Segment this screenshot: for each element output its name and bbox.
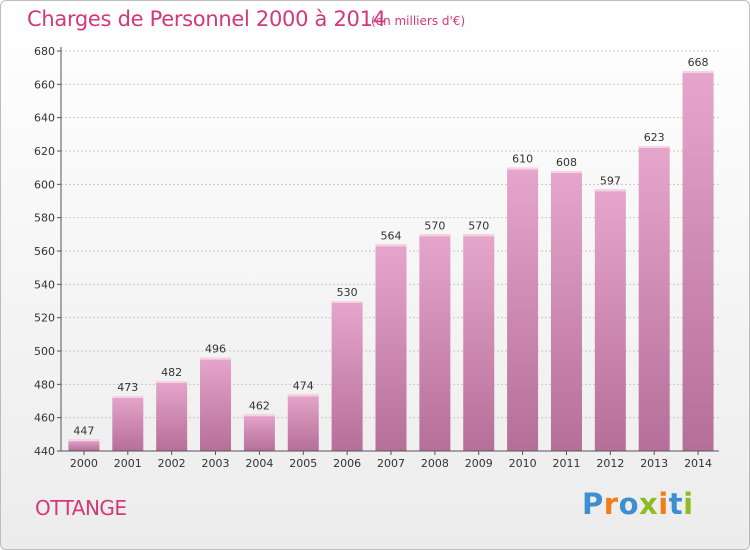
- x-tick-label: 2000: [70, 457, 98, 470]
- value-label: 608: [556, 156, 577, 169]
- bar-highlight: [156, 381, 188, 383]
- x-tick-label: 2008: [421, 457, 449, 470]
- chart-subtitle: (en milliers d'€): [371, 14, 466, 28]
- bar: [331, 301, 363, 451]
- bar: [638, 146, 670, 451]
- y-tick-label: 520: [34, 312, 55, 325]
- bar-highlight: [287, 394, 319, 397]
- y-tick-label: 620: [34, 145, 55, 158]
- proxiti-logo: Proxiti: [582, 487, 694, 521]
- y-tick-label: 660: [34, 78, 55, 91]
- bar: [419, 234, 451, 451]
- bar: [200, 357, 232, 451]
- logo-letter: P: [582, 487, 604, 521]
- value-label: 623: [644, 131, 665, 144]
- x-tick-label: 2005: [289, 457, 317, 470]
- value-label: 570: [468, 219, 489, 232]
- bar: [550, 171, 582, 451]
- bar: [594, 189, 626, 452]
- bar-highlight: [112, 396, 144, 398]
- bar: [112, 396, 144, 451]
- value-label: 496: [205, 343, 226, 356]
- x-tick-label: 2006: [333, 457, 361, 470]
- bar-highlight: [68, 439, 100, 442]
- value-label: 482: [161, 366, 182, 379]
- value-label: 610: [512, 153, 533, 166]
- bar: [375, 244, 407, 451]
- x-tick-label: 2009: [465, 457, 493, 470]
- bar: [156, 381, 188, 451]
- value-label: 447: [73, 424, 94, 437]
- logo-letter: o: [618, 487, 640, 521]
- logo-letter: x: [639, 487, 659, 521]
- bar: [463, 234, 495, 451]
- value-label: 474: [293, 379, 314, 392]
- x-tick-label: 2012: [596, 457, 624, 470]
- y-tick-label: 560: [34, 245, 55, 258]
- x-tick-label: 2011: [552, 457, 580, 470]
- chart-title: Charges de Personnel 2000 à 2014: [27, 7, 386, 31]
- x-tick-label: 2003: [202, 457, 230, 470]
- bar: [682, 71, 714, 451]
- x-tick-label: 2010: [509, 457, 537, 470]
- x-tick-label: 2013: [640, 457, 668, 470]
- x-tick-label: 2002: [158, 457, 186, 470]
- value-label: 597: [600, 174, 621, 187]
- logo-letter: i: [658, 487, 669, 521]
- y-tick-label: 600: [34, 178, 55, 191]
- bar-highlight: [375, 244, 407, 247]
- value-label: 668: [688, 56, 709, 69]
- x-tick-label: 2007: [377, 457, 405, 470]
- bar: [287, 394, 319, 451]
- bar: [507, 167, 539, 451]
- bar-highlight: [463, 234, 495, 237]
- bar-highlight: [594, 189, 626, 192]
- value-label: 570: [424, 219, 445, 232]
- y-tick-label: 680: [34, 45, 55, 58]
- y-tick-label: 500: [34, 345, 55, 358]
- logo-letter: i: [683, 487, 694, 521]
- y-tick-label: 640: [34, 112, 55, 125]
- bar-highlight: [550, 171, 582, 173]
- x-tick-label: 2014: [684, 457, 712, 470]
- logo-letter: t: [668, 487, 684, 521]
- bar-highlight: [638, 146, 670, 148]
- bar-highlight: [200, 357, 232, 360]
- logo-letter: r: [603, 487, 619, 521]
- bar-highlight: [419, 234, 451, 237]
- value-label: 564: [381, 229, 402, 242]
- bar-highlight: [507, 167, 539, 170]
- bar: [68, 439, 100, 451]
- y-tick-label: 480: [34, 378, 55, 391]
- bar-highlight: [243, 414, 275, 417]
- commune-name: OTTANGE: [35, 496, 127, 520]
- y-tick-label: 540: [34, 278, 55, 291]
- x-tick-label: 2001: [114, 457, 142, 470]
- value-label: 462: [249, 399, 270, 412]
- y-tick-label: 460: [34, 412, 55, 425]
- y-tick-label: 580: [34, 212, 55, 225]
- value-label: 530: [337, 286, 358, 299]
- y-tick-label: 440: [34, 445, 55, 458]
- bar-highlight: [331, 301, 363, 303]
- bar: [243, 414, 275, 451]
- x-tick-label: 2004: [245, 457, 273, 470]
- bar-highlight: [682, 71, 714, 73]
- value-label: 473: [117, 381, 138, 394]
